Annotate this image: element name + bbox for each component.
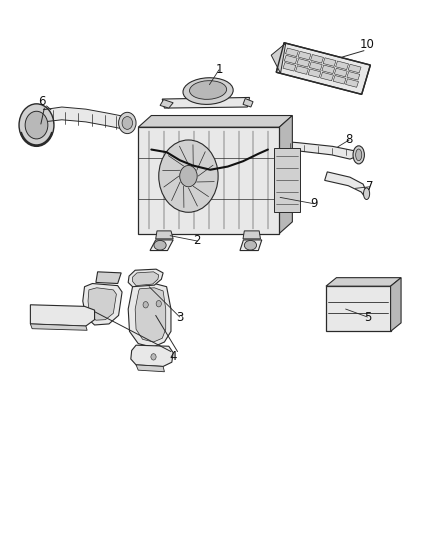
Polygon shape (131, 345, 173, 367)
Ellipse shape (356, 149, 362, 161)
Polygon shape (309, 62, 322, 70)
Polygon shape (325, 172, 367, 196)
Polygon shape (96, 272, 121, 284)
Polygon shape (297, 59, 310, 67)
Text: 6: 6 (39, 95, 46, 108)
Polygon shape (88, 288, 117, 320)
Ellipse shape (353, 146, 364, 164)
Polygon shape (271, 43, 286, 74)
Circle shape (180, 165, 197, 187)
Text: 4: 4 (170, 350, 177, 364)
Circle shape (143, 302, 148, 308)
Circle shape (122, 117, 133, 130)
Polygon shape (311, 54, 324, 63)
Polygon shape (321, 72, 333, 81)
Polygon shape (333, 76, 346, 84)
Text: 8: 8 (346, 133, 353, 147)
Polygon shape (160, 100, 173, 108)
Ellipse shape (154, 240, 166, 250)
Polygon shape (286, 48, 298, 56)
Polygon shape (346, 79, 359, 87)
Polygon shape (391, 278, 401, 332)
Text: 5: 5 (364, 311, 371, 324)
Polygon shape (136, 365, 164, 372)
Polygon shape (322, 65, 335, 74)
Polygon shape (296, 66, 308, 74)
Polygon shape (336, 61, 349, 70)
Polygon shape (240, 240, 262, 251)
Polygon shape (326, 278, 401, 286)
Circle shape (151, 354, 156, 360)
Polygon shape (276, 43, 371, 94)
Polygon shape (323, 58, 336, 66)
Polygon shape (249, 139, 358, 159)
Polygon shape (138, 127, 279, 233)
Text: 7: 7 (366, 180, 373, 193)
Polygon shape (30, 324, 87, 330)
Text: 1: 1 (215, 63, 223, 76)
Text: 3: 3 (176, 311, 184, 324)
Polygon shape (243, 231, 261, 239)
Polygon shape (274, 149, 300, 212)
Polygon shape (150, 240, 173, 251)
Polygon shape (83, 284, 122, 325)
Polygon shape (279, 116, 292, 233)
Polygon shape (308, 69, 321, 78)
Polygon shape (243, 99, 253, 107)
Polygon shape (128, 269, 163, 287)
Text: 2: 2 (194, 235, 201, 247)
Circle shape (159, 140, 218, 212)
Ellipse shape (190, 80, 226, 99)
Circle shape (19, 104, 54, 147)
Ellipse shape (364, 188, 370, 199)
Polygon shape (348, 64, 361, 73)
Polygon shape (334, 68, 347, 77)
Circle shape (119, 112, 136, 134)
Polygon shape (138, 116, 292, 127)
Text: 9: 9 (311, 197, 318, 211)
Polygon shape (283, 62, 296, 71)
Ellipse shape (183, 78, 233, 104)
Polygon shape (284, 55, 297, 64)
Circle shape (25, 111, 48, 139)
Polygon shape (155, 231, 173, 239)
Circle shape (156, 301, 161, 307)
Polygon shape (128, 284, 171, 348)
Polygon shape (326, 286, 391, 332)
Polygon shape (133, 272, 159, 286)
Polygon shape (162, 98, 250, 108)
Polygon shape (298, 51, 311, 60)
Text: 10: 10 (360, 38, 375, 51)
Polygon shape (135, 288, 166, 342)
Ellipse shape (244, 240, 257, 250)
Polygon shape (30, 305, 95, 326)
Polygon shape (43, 107, 125, 130)
Polygon shape (347, 71, 360, 80)
